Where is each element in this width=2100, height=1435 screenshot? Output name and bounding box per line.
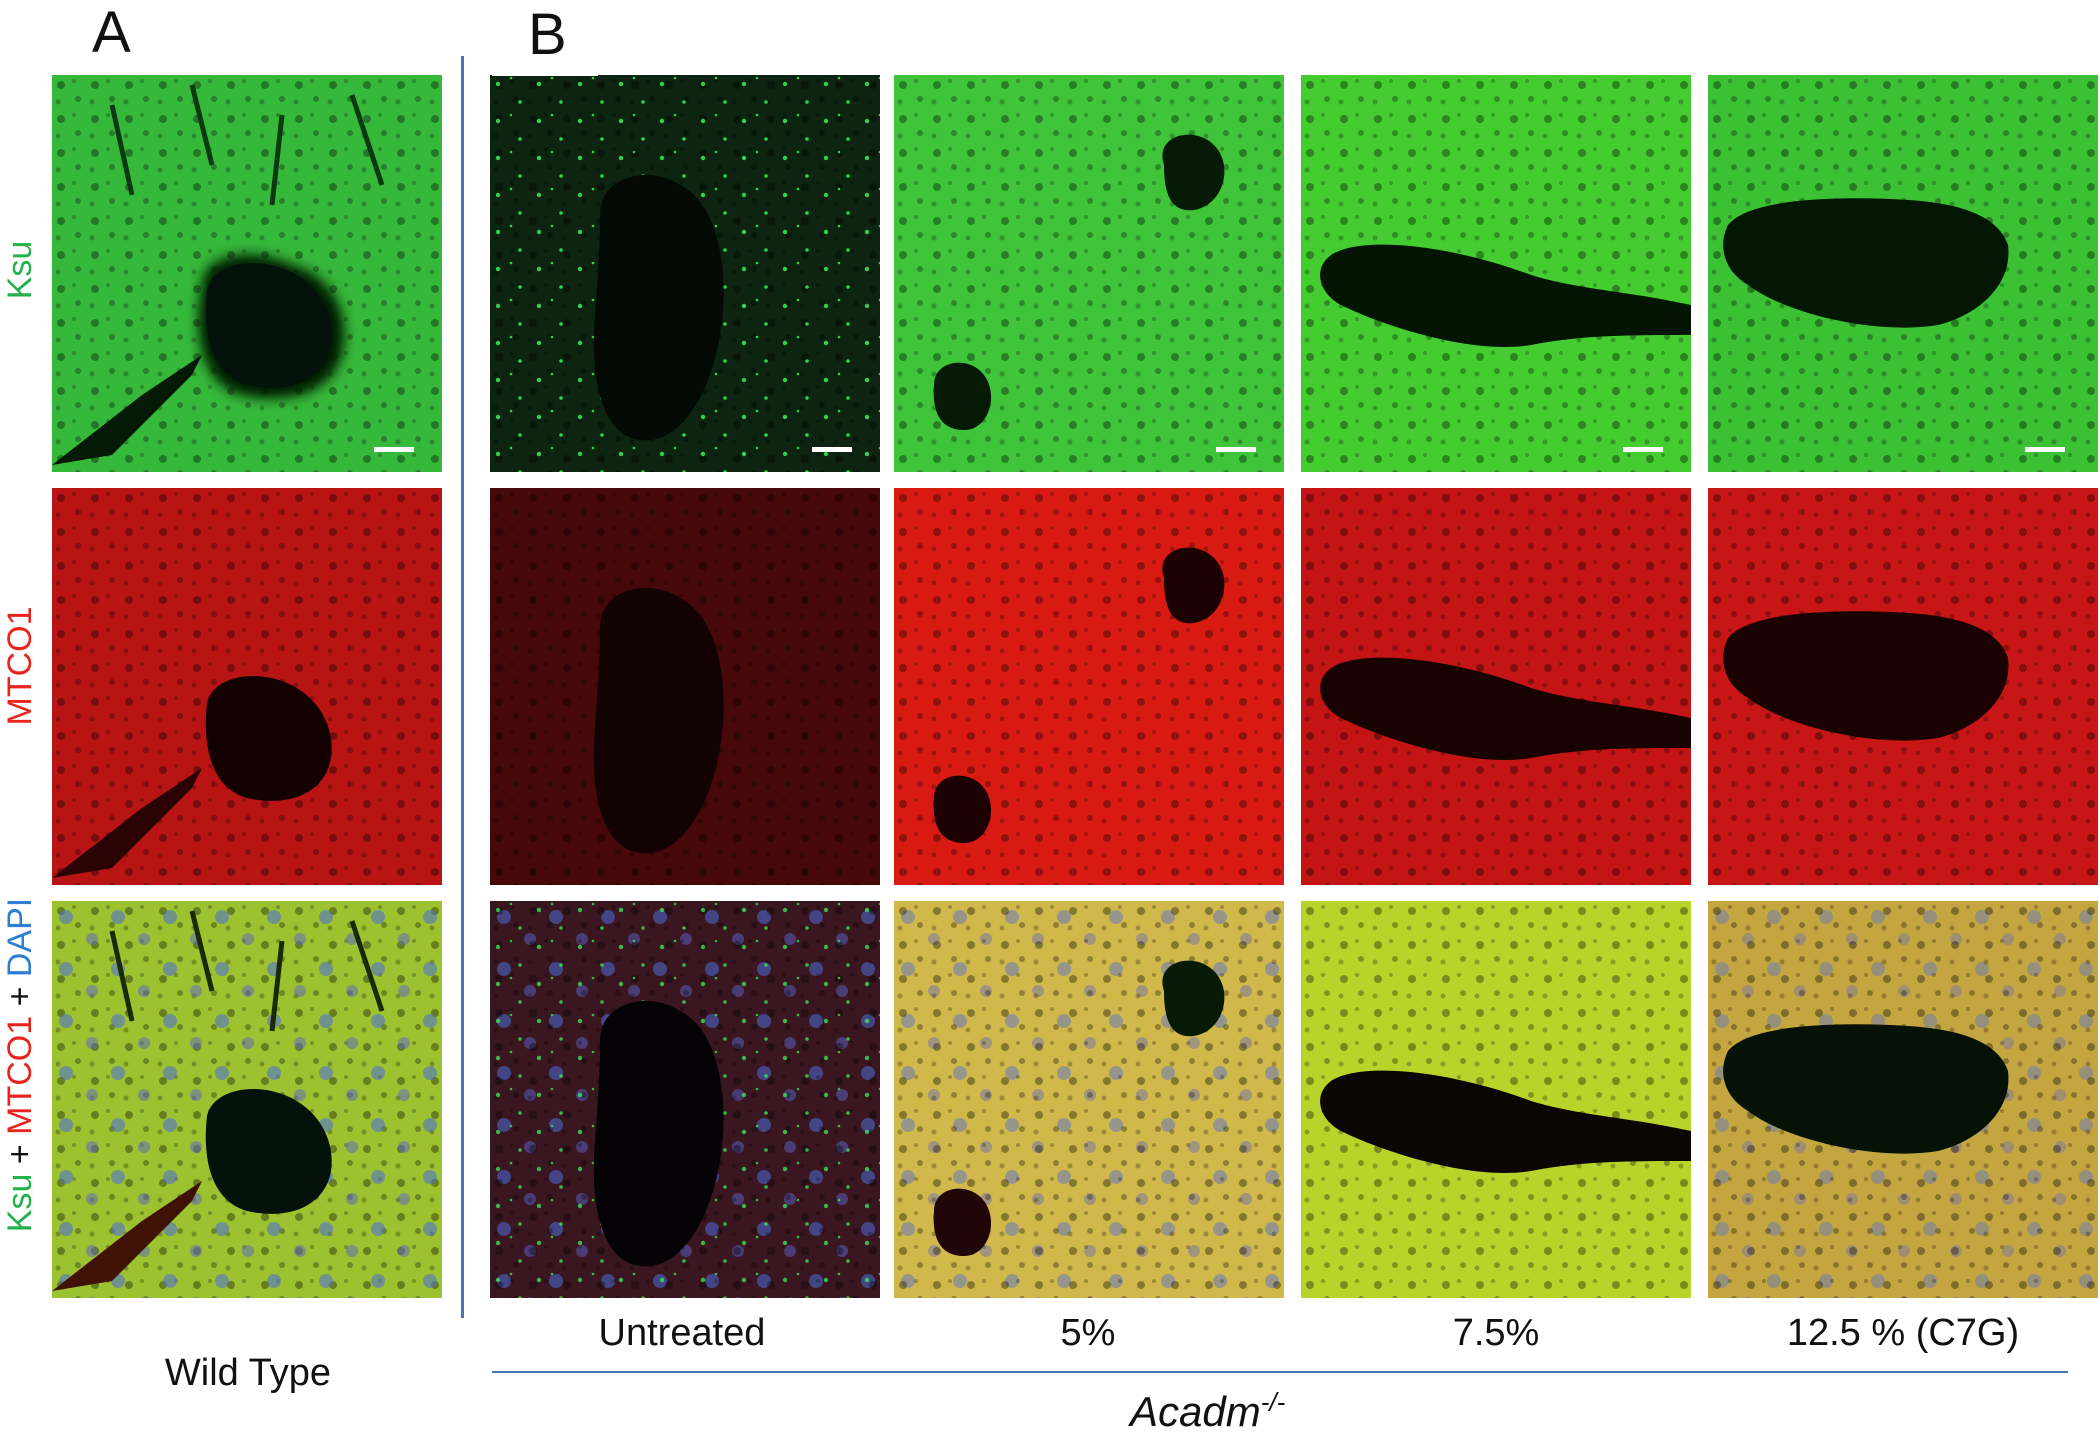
row-label-ksu-text: Ksu	[1, 240, 39, 300]
column-label-5pct: 5%	[1060, 1312, 1116, 1354]
image-untreated-merge	[490, 901, 880, 1298]
image-untreated-mtco1	[490, 488, 880, 885]
merge-ksu-text: Ksu	[1, 1173, 39, 1233]
merge-dapi-text: DAPI	[1, 897, 39, 978]
image-untreated-ksu	[490, 75, 880, 472]
image-5pct-ksu	[894, 75, 1284, 472]
image-7-5pct-ksu	[1301, 75, 1691, 472]
column-label-7-5pct: 7.5%	[1452, 1312, 1540, 1354]
scale-bar-icon	[1623, 447, 1663, 452]
top-white-strip	[492, 70, 598, 76]
genotype-name: Acadm	[1130, 1388, 1261, 1435]
merge-mtco1-text: MTCO1	[1, 1015, 39, 1135]
image-12-5pct-mtco1	[1708, 488, 2098, 885]
image-12-5pct-merge	[1708, 901, 2098, 1298]
column-label-wild-type: Wild Type	[164, 1352, 332, 1394]
row-label-mtco1-text: MTCO1	[1, 606, 39, 726]
scale-bar-icon	[2025, 447, 2065, 452]
genotype-superscript: -/-	[1260, 1387, 1286, 1417]
column-label-untreated: Untreated	[598, 1312, 766, 1354]
panel-divider	[461, 56, 464, 1318]
scale-bar-icon	[374, 447, 414, 452]
merge-plus-1: +	[1, 1134, 39, 1174]
panel-label-b: B	[528, 2, 567, 67]
image-7-5pct-merge	[1301, 901, 1691, 1298]
scale-bar-icon	[1216, 447, 1256, 452]
image-wt-ksu	[52, 75, 442, 472]
genotype-underline	[492, 1371, 2068, 1373]
image-wt-mtco1	[52, 488, 442, 885]
image-12-5pct-ksu	[1708, 75, 2098, 472]
image-7-5pct-mtco1	[1301, 488, 1691, 885]
panel-label-a: A	[92, 0, 131, 65]
image-wt-merge	[52, 901, 442, 1298]
image-5pct-mtco1	[894, 488, 1284, 885]
genotype-label: Acadm-/-	[1130, 1389, 1285, 1433]
image-5pct-merge	[894, 901, 1284, 1298]
merge-plus-2: +	[1, 977, 39, 1016]
scale-bar-icon	[812, 447, 852, 452]
column-label-12-5pct: 12.5 % (C7G)	[1786, 1312, 2020, 1354]
